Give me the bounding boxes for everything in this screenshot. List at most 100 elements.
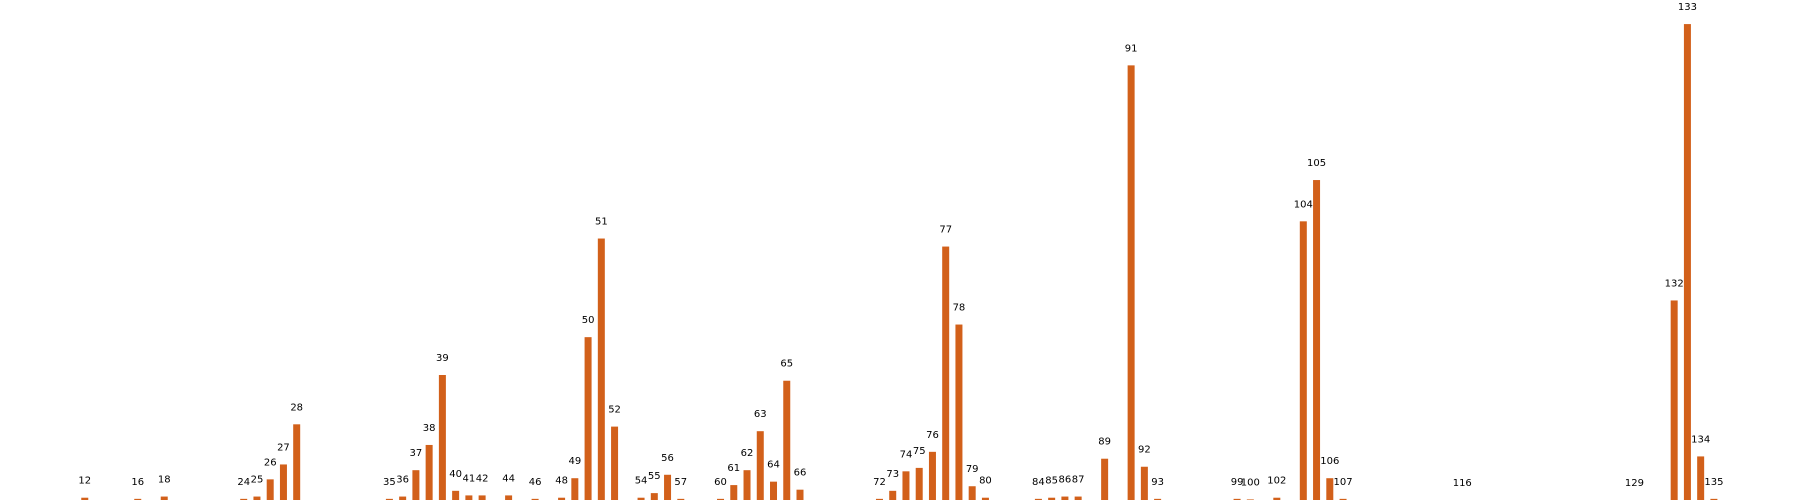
bar-label: 79 — [966, 464, 979, 475]
bar — [1697, 456, 1705, 500]
bar-label: 84 — [1032, 477, 1045, 488]
bar — [756, 431, 764, 500]
bar-label: 86 — [1059, 475, 1072, 486]
bar-label: 132 — [1665, 278, 1684, 289]
bar — [266, 479, 274, 500]
bar-label: 93 — [1151, 477, 1164, 488]
bar — [1683, 24, 1691, 500]
bar — [1326, 478, 1334, 500]
bar-label: 73 — [886, 469, 899, 480]
bar — [425, 444, 433, 500]
bar-label: 49 — [568, 456, 581, 467]
bar-label: 46 — [529, 477, 542, 488]
bar-label: 92 — [1138, 445, 1151, 456]
bar-label: 85 — [1045, 476, 1058, 487]
bar-label: 65 — [780, 359, 793, 370]
bar-label: 91 — [1125, 43, 1138, 54]
bar-label: 80 — [979, 476, 992, 487]
bar-label: 37 — [410, 448, 423, 459]
bar-label: 24 — [237, 477, 250, 488]
bar — [1233, 498, 1241, 500]
bar-label: 102 — [1267, 476, 1286, 487]
bar — [955, 324, 963, 500]
bar — [1048, 497, 1056, 500]
bar — [279, 464, 287, 500]
bar-label: 48 — [555, 476, 568, 487]
bar-label: 27 — [277, 442, 290, 453]
bar — [438, 375, 446, 500]
bar — [677, 498, 685, 500]
bar-label: 57 — [674, 477, 687, 488]
bar — [1061, 496, 1069, 500]
bar — [968, 486, 976, 500]
bar — [478, 495, 486, 500]
bar — [531, 498, 539, 500]
bar-label: 51 — [595, 217, 608, 228]
bar — [452, 490, 460, 500]
bar — [981, 497, 989, 500]
bar-label: 25 — [251, 475, 264, 486]
bar-label: 134 — [1691, 434, 1710, 445]
bar-label: 78 — [953, 303, 966, 314]
bar — [915, 467, 923, 500]
bar-label: 36 — [396, 475, 409, 486]
bar — [1101, 458, 1109, 500]
bar — [505, 495, 513, 500]
bar-label: 99 — [1231, 477, 1244, 488]
bar-label: 89 — [1098, 437, 1111, 448]
bar-label: 39 — [436, 353, 449, 364]
bar-label: 42 — [476, 473, 489, 484]
bar — [1140, 466, 1148, 500]
bar-label: 104 — [1294, 199, 1313, 210]
bar-label: 133 — [1678, 2, 1697, 13]
bar — [293, 424, 301, 500]
bar-label: 40 — [449, 469, 462, 480]
bar — [875, 498, 883, 500]
bar-label: 72 — [873, 477, 886, 488]
bar — [1034, 498, 1042, 500]
bar — [611, 426, 619, 500]
bar-label: 26 — [264, 457, 277, 468]
bar — [1299, 221, 1307, 500]
bar-label: 74 — [900, 449, 913, 460]
bar-label: 75 — [913, 446, 926, 457]
bar-label: 35 — [383, 477, 396, 488]
bar-label: 87 — [1072, 475, 1085, 486]
bar-label: 100 — [1241, 477, 1260, 488]
bar-label: 64 — [767, 460, 780, 471]
bar — [730, 485, 738, 500]
bar-label: 16 — [131, 477, 144, 488]
bar-label: 18 — [158, 475, 171, 486]
bar — [399, 496, 407, 500]
bar — [770, 481, 778, 500]
bar-label: 66 — [794, 468, 807, 479]
bar-label: 56 — [661, 453, 674, 464]
bar — [664, 474, 672, 500]
bar — [942, 246, 950, 500]
bar-label: 135 — [1704, 477, 1723, 488]
bar-label: 107 — [1333, 477, 1352, 488]
bar — [1313, 180, 1321, 500]
bar — [412, 470, 420, 500]
bar — [889, 490, 897, 500]
bar-label: 60 — [714, 477, 727, 488]
bar-label: 77 — [939, 225, 952, 236]
bar — [465, 495, 473, 500]
bar — [637, 497, 645, 500]
bar — [81, 497, 89, 500]
bar — [1339, 498, 1347, 500]
bar-label: 61 — [727, 463, 740, 474]
bar-label: 50 — [582, 315, 595, 326]
bar-label: 38 — [423, 423, 436, 434]
bar — [1710, 498, 1718, 500]
bar — [1154, 498, 1162, 500]
bar — [584, 337, 592, 500]
bar-label: 52 — [608, 405, 621, 416]
bar — [902, 471, 910, 500]
bar-label: 55 — [648, 471, 661, 482]
bar — [650, 493, 658, 500]
bar — [240, 498, 248, 500]
bar-label: 62 — [741, 448, 754, 459]
